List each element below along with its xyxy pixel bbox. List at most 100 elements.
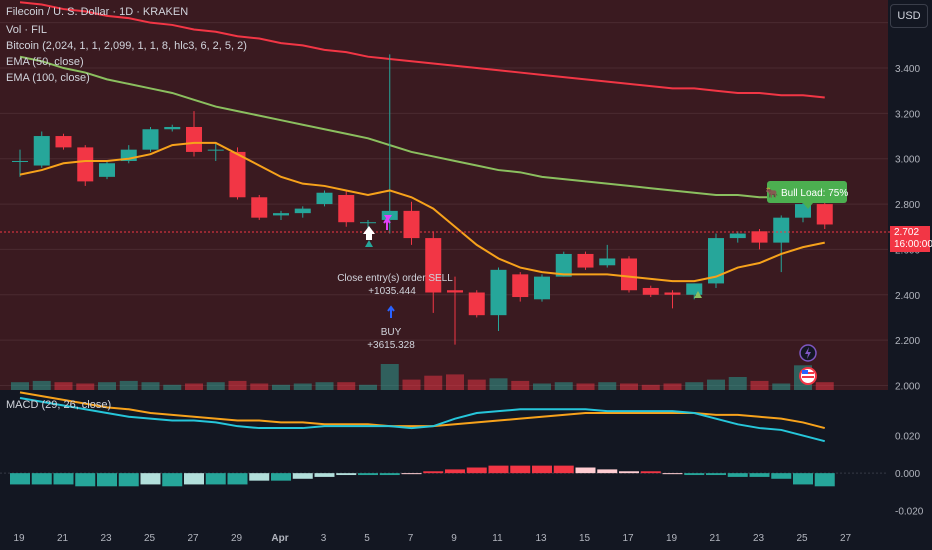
up-triangle-icon-2	[694, 291, 702, 298]
time-axis: 19 21 23 25 27 29 Apr 3 5 7 9 11 13 15 17 19 21 23 25 27	[13, 533, 851, 544]
macd-histogram-bar	[510, 465, 531, 474]
price-tick-label: 3.000	[895, 155, 920, 166]
price-tick-label: 2.200	[895, 336, 920, 347]
macd-legend[interactable]: MACD (29, 26, close)	[6, 399, 112, 411]
volume-bar	[467, 379, 486, 390]
volume-legend[interactable]: Vol · FIL	[6, 24, 47, 36]
macd-histogram-bar	[597, 469, 618, 474]
time-tick-label: 9	[451, 533, 457, 544]
time-tick-label: 19	[13, 533, 25, 544]
red-moving-average-line	[19, 1, 825, 99]
candle-body	[642, 287, 659, 295]
time-tick-label: 15	[579, 533, 591, 544]
lightning-icon[interactable]	[799, 344, 817, 362]
macd-axis: 0.020 0.000 -0.020	[895, 432, 924, 518]
macd-histogram-bar	[684, 473, 705, 476]
candle-body	[555, 253, 572, 277]
macd-histogram-bar	[336, 473, 357, 476]
currency-button[interactable]: USD	[890, 4, 928, 28]
candle-body	[816, 204, 833, 225]
macd-histogram-bar	[227, 473, 248, 485]
up-triangle-icon	[365, 240, 373, 247]
price-tick-label: 3.200	[895, 109, 920, 120]
volume-bar	[772, 383, 791, 390]
bull-load-badge: 🐂 Bull Load: 75%	[766, 181, 848, 209]
volume-bar	[663, 383, 682, 390]
macd-histogram-bar	[445, 469, 465, 474]
macd-histogram-bar	[814, 473, 835, 487]
volume-bar	[598, 382, 617, 390]
volume-bar	[32, 380, 51, 390]
candle-body	[360, 222, 376, 224]
macd-histogram-bar	[379, 473, 400, 476]
time-tick-label: 21	[709, 533, 721, 544]
macd-histogram-bar	[358, 473, 378, 476]
volume-bar	[750, 380, 769, 390]
volume-bar	[446, 374, 464, 390]
macd-tick-label: 0.020	[895, 432, 920, 443]
ema-100-line	[19, 55, 825, 201]
volume-bar	[707, 379, 725, 390]
macd-histogram-bar	[423, 471, 444, 474]
price-tick-label: 2.400	[895, 291, 920, 302]
volume-bar	[533, 383, 551, 390]
macd-histogram-bar	[793, 473, 813, 485]
last-price-value: 2.702	[894, 227, 920, 238]
volume-bar	[272, 384, 290, 390]
macd-histogram-bar	[292, 473, 313, 479]
macd-pane	[0, 391, 888, 487]
candle-body	[273, 213, 289, 216]
volume-bar	[163, 384, 182, 390]
ema100-legend[interactable]: EMA (100, close)	[6, 72, 90, 84]
time-tick-label: 11	[492, 533, 503, 544]
indicator-legend[interactable]: Bitcoin (2,024, 1, 1, 2,099, 1, 1, 8, hl…	[6, 40, 247, 52]
volume-bar	[228, 380, 247, 390]
buy-arrow-icon	[387, 305, 395, 318]
candle-body	[55, 136, 72, 148]
macd-histogram-bar	[140, 473, 161, 485]
candle-body	[686, 283, 703, 295]
macd-histogram-bar	[249, 473, 270, 481]
us-flag-icon[interactable]	[799, 367, 817, 385]
volume-bar	[815, 382, 834, 390]
candle-body	[229, 151, 246, 198]
macd-histogram-bar	[118, 473, 139, 487]
candle-body	[164, 126, 181, 130]
time-tick-label: 7	[408, 533, 414, 544]
ema50-polyline	[19, 141, 825, 283]
volume-bar	[728, 377, 747, 390]
macd-histogram-bar	[271, 473, 291, 481]
macd-histogram-bar	[53, 473, 74, 485]
macd-histogram-bar	[31, 473, 52, 485]
macd-histogram-bar	[466, 467, 487, 474]
volume-bar	[489, 378, 508, 390]
volume-bar	[119, 380, 138, 390]
candle-body	[120, 149, 137, 161]
buy-profit-label: +3615.328	[367, 340, 415, 351]
symbol-title[interactable]: Filecoin / U. S. Dollar · 1D · KRAKEN	[6, 6, 189, 18]
close-profit-label: +1035.444	[368, 286, 416, 297]
macd-histogram-bar	[749, 473, 770, 477]
candle-body	[751, 231, 768, 243]
ema50-legend[interactable]: EMA (50, close)	[6, 56, 84, 68]
time-tick-label: 5	[364, 533, 370, 544]
candle-body	[186, 126, 202, 152]
close-order-label: Close entry(s) order SELL	[337, 273, 453, 284]
candle-body	[425, 238, 442, 293]
time-tick-label: 23	[100, 533, 112, 544]
volume-bar	[185, 383, 203, 390]
volume-bar	[293, 383, 312, 390]
time-tick-label: 27	[187, 533, 199, 544]
time-tick-label: 23	[753, 533, 765, 544]
macd-histogram-bar	[727, 473, 748, 477]
time-tick-label: 13	[535, 533, 547, 544]
volume-bars	[11, 364, 834, 390]
candle-body	[534, 276, 550, 300]
volume-bar	[76, 383, 95, 390]
candle-body	[577, 253, 594, 268]
macd-histogram-bar	[640, 471, 661, 474]
time-tick-label: 17	[622, 533, 634, 544]
volume-bar	[54, 382, 73, 390]
volume-bar	[337, 382, 356, 390]
